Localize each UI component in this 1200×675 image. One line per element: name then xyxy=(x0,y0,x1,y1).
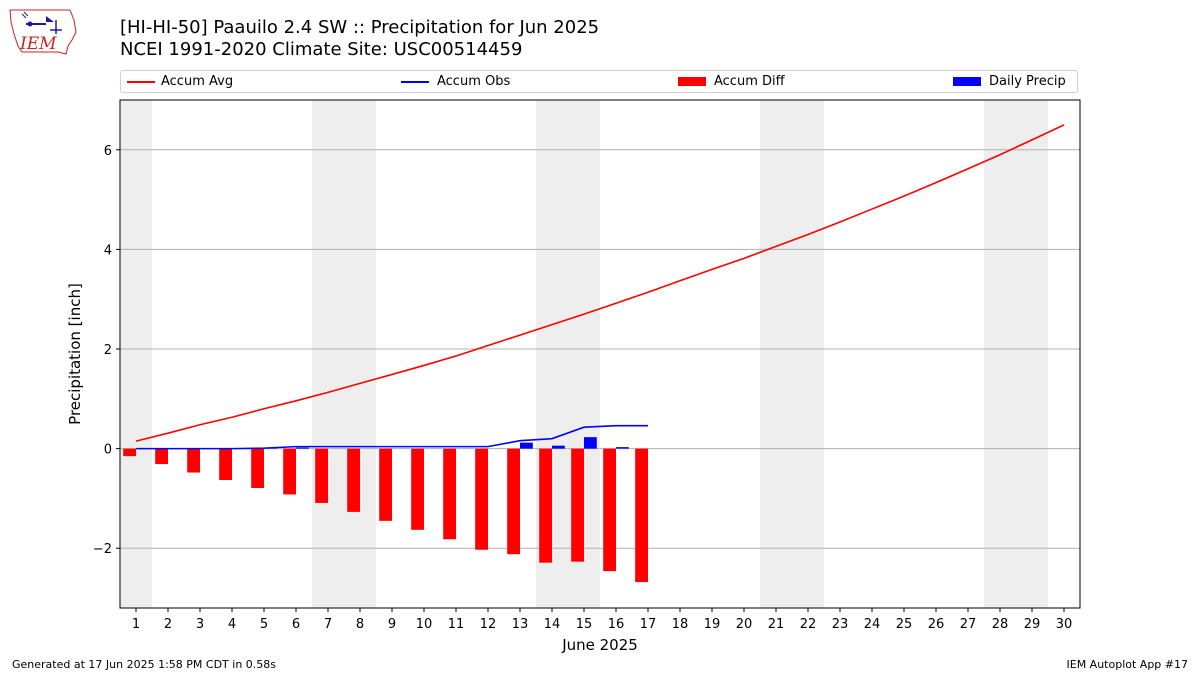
accum-diff-bar-12 xyxy=(475,448,488,550)
x-tick-label-7: 7 xyxy=(324,617,332,632)
chart-subtitle: NCEI 1991-2020 Climate Site: USC00514459 xyxy=(120,39,523,60)
accum-diff-bar-10 xyxy=(411,448,424,530)
accum-diff-bar-15 xyxy=(571,448,584,562)
x-tick-label-11: 11 xyxy=(448,617,465,632)
legend-swatch-accum-avg xyxy=(127,81,155,83)
shaded-band-4 xyxy=(984,100,1048,608)
x-tick-label-26: 26 xyxy=(928,617,945,632)
x-tick-label-24: 24 xyxy=(864,617,881,632)
daily-precip-bar-13 xyxy=(520,442,533,449)
daily-precip-bar-14 xyxy=(552,445,565,449)
iem-logo-graphic xyxy=(9,9,77,55)
x-tick-label-23: 23 xyxy=(832,617,849,632)
x-tick-label-16: 16 xyxy=(608,617,625,632)
y-tick-label-2: 2 xyxy=(104,343,112,358)
y-tick-label-0: 0 xyxy=(104,443,112,458)
shaded-band-1 xyxy=(312,100,376,608)
iem-logo-text: IEM xyxy=(20,34,57,54)
accum-obs-line xyxy=(136,424,648,450)
x-tick-label-28: 28 xyxy=(992,617,1009,632)
accum-diff-bar-11 xyxy=(443,448,456,540)
x-axis-label: June 2025 xyxy=(561,636,638,654)
iem-logo: IEM xyxy=(8,6,80,58)
x-tick-label-27: 27 xyxy=(960,617,977,632)
legend-label-accum-avg: Accum Avg xyxy=(161,74,234,89)
x-tick-label-3: 3 xyxy=(196,617,204,632)
x-tick-label-15: 15 xyxy=(576,617,593,632)
accum-diff-bar-8 xyxy=(347,448,360,512)
x-tick-label-30: 30 xyxy=(1056,617,1073,632)
horizontal-gridlines xyxy=(120,149,1080,549)
x-tick-label-1: 1 xyxy=(132,617,140,632)
line-series xyxy=(135,124,1065,450)
x-tick-label-18: 18 xyxy=(672,617,689,632)
shaded-band-3 xyxy=(760,100,824,608)
y-axis-label: Precipitation [inch] xyxy=(66,283,84,425)
accum-diff-bar-16 xyxy=(603,448,616,572)
generated-timestamp: Generated at 17 Jun 2025 1:58 PM CDT in … xyxy=(12,658,277,671)
shaded-band-0 xyxy=(120,100,152,608)
daily-precip-bar-15 xyxy=(584,437,597,449)
chart-legend: Accum Avg Accum Obs Accum Diff Daily Pre… xyxy=(120,70,1078,93)
x-tick-label-12: 12 xyxy=(480,617,497,632)
accum-diff-bar-9 xyxy=(379,448,392,521)
x-tick-label-14: 14 xyxy=(544,617,561,632)
accum-avg-line xyxy=(135,124,1065,442)
accum-diff-bar-17 xyxy=(635,448,648,583)
accum-diff-bar-13 xyxy=(507,448,520,555)
x-tick-label-22: 22 xyxy=(800,617,817,632)
accum-diff-bar-2 xyxy=(155,448,168,465)
x-tick-label-5: 5 xyxy=(260,617,268,632)
y-tick-label--2: −2 xyxy=(93,542,112,557)
x-tick-label-2: 2 xyxy=(164,617,172,632)
x-tick-label-6: 6 xyxy=(292,617,300,632)
accum-diff-bar-1 xyxy=(123,448,136,457)
x-tick-label-25: 25 xyxy=(896,617,913,632)
x-tick-label-29: 29 xyxy=(1024,617,1041,632)
chart-title: [HI-HI-50] Paauilo 2.4 SW :: Precipitati… xyxy=(120,17,600,38)
x-tick-label-20: 20 xyxy=(736,617,753,632)
accum-diff-bar-4 xyxy=(219,448,232,481)
legend-swatch-accum-obs xyxy=(401,81,429,83)
bar-series xyxy=(123,437,648,583)
accum-diff-bar-5 xyxy=(251,448,264,488)
x-tick-label-4: 4 xyxy=(228,617,236,632)
legend-label-daily-precip: Daily Precip xyxy=(989,74,1066,89)
legend-swatch-accum-diff xyxy=(678,77,706,86)
accum-diff-bar-7 xyxy=(315,448,328,503)
accum-diff-bar-3 xyxy=(187,448,200,473)
app-credit: IEM Autoplot App #17 xyxy=(1066,658,1189,671)
legend-label-accum-obs: Accum Obs xyxy=(437,74,511,89)
x-tick-label-10: 10 xyxy=(416,617,433,632)
accum-diff-bar-6 xyxy=(283,448,296,495)
x-tick-label-13: 13 xyxy=(512,617,529,632)
x-tick-label-21: 21 xyxy=(768,617,785,632)
x-tick-label-8: 8 xyxy=(356,617,364,632)
legend-label-accum-diff: Accum Diff xyxy=(714,74,785,89)
x-tick-label-19: 19 xyxy=(704,617,721,632)
legend-swatch-daily-precip xyxy=(953,77,981,86)
x-tick-label-9: 9 xyxy=(388,617,396,632)
daily-precip-bar-6 xyxy=(296,447,309,449)
x-tick-label-17: 17 xyxy=(640,617,657,632)
y-tick-label-6: 6 xyxy=(104,144,112,159)
plot-frame xyxy=(119,99,1081,609)
daily-precip-bar-16 xyxy=(616,447,629,449)
y-tick-label-4: 4 xyxy=(104,243,112,258)
accum-diff-bar-14 xyxy=(539,448,552,563)
